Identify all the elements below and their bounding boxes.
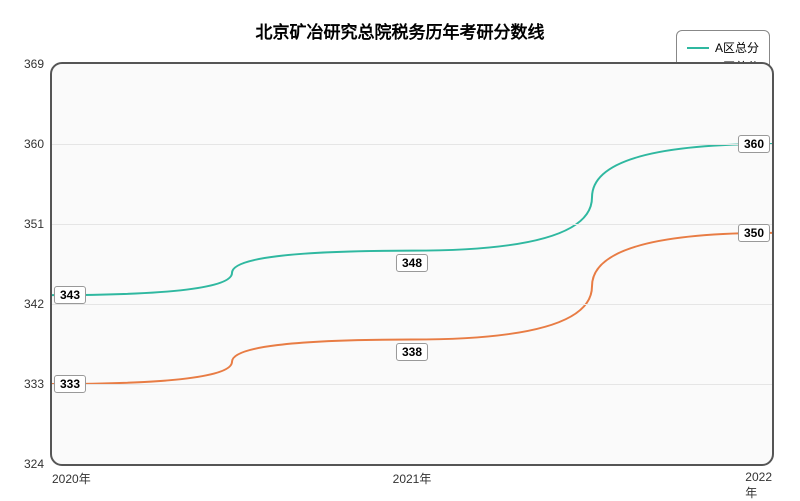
legend-label: A区总分 <box>715 39 759 56</box>
legend-item: A区总分 <box>687 39 759 56</box>
data-label: 348 <box>396 254 428 272</box>
grid-line <box>52 144 772 145</box>
data-label: 360 <box>738 135 770 153</box>
y-tick-label: 369 <box>24 57 44 71</box>
x-tick-label: 2021年 <box>393 470 432 487</box>
y-tick-label: 333 <box>24 377 44 391</box>
data-label: 338 <box>396 343 428 361</box>
legend-swatch-a <box>687 47 709 49</box>
plot-area: 3243333423513603692020年2021年2022年3433483… <box>50 62 774 466</box>
series-line <box>52 144 772 295</box>
chart-container: 北京矿冶研究总院税务历年考研分数线 A区总分 B区总分 324333342351… <box>0 0 800 500</box>
grid-line <box>52 304 772 305</box>
data-label: 350 <box>738 224 770 242</box>
y-tick-label: 342 <box>24 297 44 311</box>
x-tick-label: 2022年 <box>745 470 772 501</box>
y-tick-label: 351 <box>24 217 44 231</box>
data-label: 333 <box>54 375 86 393</box>
grid-line <box>52 224 772 225</box>
y-tick-label: 360 <box>24 137 44 151</box>
data-label: 343 <box>54 286 86 304</box>
x-tick-label: 2020年 <box>52 470 91 487</box>
y-tick-label: 324 <box>24 457 44 471</box>
grid-line <box>52 384 772 385</box>
